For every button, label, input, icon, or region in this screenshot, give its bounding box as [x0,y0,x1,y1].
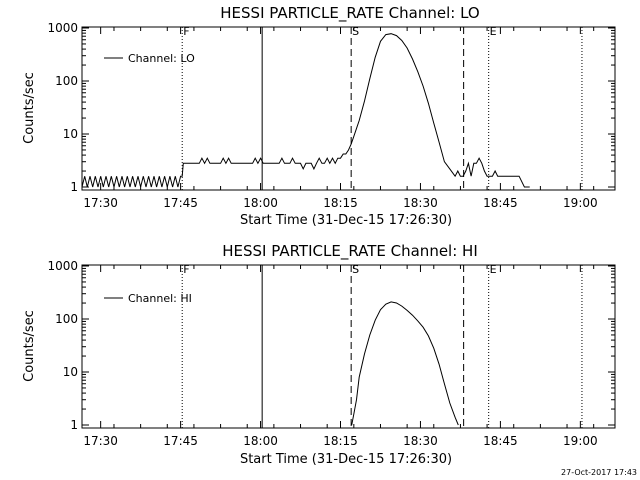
x-tick-label: 18:15 [323,434,358,448]
y-tick-label: 10 [63,127,78,141]
x-tick-label: 18:30 [403,434,438,448]
y-tick-label: 1000 [47,259,78,273]
timestamp: 27-Oct-2017 17:43 [561,468,637,477]
event-marker-label: E [490,25,497,38]
chart-title: HESSI PARTICLE_RATE Channel: LO [220,4,479,23]
x-tick-label: 18:30 [403,196,438,210]
x-tick-label: 17:30 [83,196,118,210]
x-tick-label: 18:45 [483,434,518,448]
event-marker-label: E [490,263,497,276]
event-marker-label: S [352,263,359,276]
y-axis-label: Counts/sec [22,72,37,144]
y-tick-label: 1 [70,418,78,432]
y-axis-label: Counts/sec [22,310,37,382]
x-tick-label: 17:45 [163,434,198,448]
legend-label: Channel: LO [128,52,195,65]
y-axis-ticks: 1 10 100 1000 [47,21,615,194]
event-marker-label: F [183,263,189,276]
x-tick-label: 18:15 [323,196,358,210]
x-axis-label: Start Time (31-Dec-15 17:26:30) [240,213,452,228]
x-axis-label: Start Time (31-Dec-15 17:26:30) [240,452,452,467]
chart-panel-lo: HESSI PARTICLE_RATE Channel: LO 1 10 100 10… [22,4,616,228]
y-tick-label: 1 [70,180,78,194]
x-tick-label: 18:45 [483,196,518,210]
series-line-lo [81,33,530,188]
x-tick-label: 17:30 [83,434,118,448]
x-axis-ticks: 17:30 17:45 18:00 18:15 18:30 18:45 19:00 [83,27,598,210]
y-tick-label: 100 [55,312,78,326]
chart-panel-hi: HESSI PARTICLE_RATE Channel: HI 1 10 100 10… [22,242,616,467]
x-tick-label: 19:00 [563,434,598,448]
legend-label: Channel: HI [128,292,192,305]
plot-frame [81,264,616,429]
event-marker-label: F [183,25,189,38]
event-marker-label: S [352,25,359,38]
x-tick-label: 17:45 [163,196,198,210]
x-tick-label: 18:00 [243,196,278,210]
series-line-hi [351,301,459,426]
x-tick-label: 18:00 [243,434,278,448]
x-tick-label: 19:00 [563,196,598,210]
y-tick-label: 100 [55,74,78,88]
x-axis-ticks: 17:30 17:45 18:00 18:15 18:30 18:45 19:00 [83,265,598,448]
y-tick-label: 10 [63,365,78,379]
y-axis-ticks: 1 10 100 1000 [47,259,615,432]
y-tick-label: 1000 [47,21,78,35]
chart-title: HESSI PARTICLE_RATE Channel: HI [222,242,478,261]
